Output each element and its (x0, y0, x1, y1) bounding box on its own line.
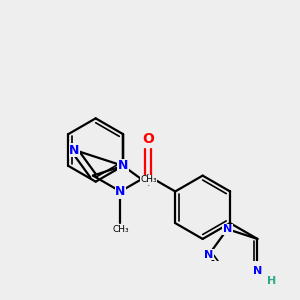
Text: H: H (267, 276, 276, 286)
Text: O: O (142, 131, 154, 146)
Text: CH₃: CH₃ (140, 176, 157, 184)
Text: N: N (115, 185, 126, 198)
Text: CH₃: CH₃ (112, 225, 129, 234)
Text: N: N (118, 159, 128, 172)
Text: N: N (253, 266, 262, 276)
Text: N: N (69, 143, 80, 157)
Text: N: N (204, 250, 213, 260)
Text: N: N (223, 224, 232, 234)
